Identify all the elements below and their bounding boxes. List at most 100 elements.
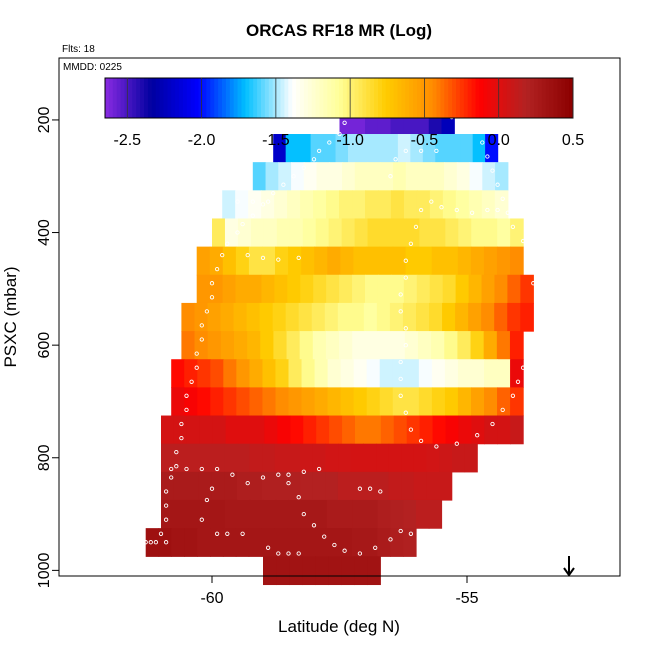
heatmap-cell: [428, 499, 443, 529]
heatmap-cell: [301, 387, 316, 417]
colorbar-swatch: [202, 78, 207, 118]
track-point: [214, 466, 220, 472]
heatmap-cell: [363, 302, 378, 332]
track-point: [424, 545, 429, 550]
heatmap-cell: [199, 499, 213, 529]
heatmap-cell: [365, 190, 379, 220]
heatmap-cell: [404, 331, 419, 360]
heatmap-cell: [389, 302, 404, 332]
heatmap-cell: [416, 190, 431, 220]
down-arrow-icon: [563, 556, 575, 577]
track-point: [332, 542, 337, 548]
heatmap-cell: [339, 331, 353, 360]
heatmap-cell: [385, 134, 399, 163]
heatmap-cell: [413, 471, 428, 501]
heatmap-cell: [351, 528, 366, 557]
track-point: [235, 199, 240, 204]
heatmap-cell: [390, 274, 405, 304]
heatmap-cell: [173, 499, 188, 529]
track-point: [281, 182, 286, 187]
heatmap-cell: [416, 302, 430, 332]
colorbar-swatch: [120, 78, 125, 118]
heatmap-cell: [390, 190, 405, 220]
heatmap-cell: [233, 302, 248, 332]
heatmap-cell: [291, 162, 305, 191]
heatmap-cell: [312, 443, 327, 473]
heatmap-cell: [181, 331, 196, 360]
colorbar-swatch: [272, 78, 278, 118]
heatmap-cell: [429, 190, 444, 220]
heatmap-cell: [352, 499, 366, 529]
heatmap-cell: [326, 499, 341, 529]
heatmap-cell: [236, 359, 250, 388]
y-tick-label: 400: [36, 219, 53, 246]
heatmap-cell: [325, 471, 339, 501]
track-point: [342, 120, 347, 125]
heatmap-cell: [261, 190, 275, 220]
heatmap-cell: [510, 246, 524, 276]
heatmap-cell: [403, 190, 418, 220]
track-point: [245, 252, 250, 258]
track-point: [286, 472, 291, 477]
heatmap-cell: [327, 359, 342, 388]
track-point: [316, 466, 322, 472]
heatmap-cell: [510, 218, 524, 248]
track-point: [418, 537, 424, 542]
heatmap-cell: [375, 471, 390, 501]
colorbar-swatch: [163, 78, 168, 118]
colorbar-swatch: [288, 78, 293, 118]
heatmap-cell: [262, 387, 277, 417]
heatmap-cell: [468, 274, 483, 304]
colorbar-swatch: [132, 78, 137, 118]
colorbar-swatch: [420, 78, 426, 118]
heatmap-cell: [342, 415, 356, 445]
heatmap-cell: [303, 415, 317, 445]
heatmap-cell: [328, 556, 342, 586]
heatmap-cell: [186, 499, 200, 529]
heatmap-cell: [342, 162, 356, 191]
track-point: [194, 365, 199, 370]
colorbar-swatch: [253, 78, 258, 118]
heatmap-cell: [365, 274, 379, 304]
track-point: [291, 174, 296, 179]
x-axis-label: Latitude (deg N): [278, 617, 400, 636]
heatmap-cell: [171, 528, 185, 557]
heatmap-cell: [249, 387, 264, 417]
heatmap-cell: [300, 528, 314, 557]
track-point: [194, 351, 199, 356]
colorbar-swatch: [487, 78, 492, 118]
track-point: [199, 517, 204, 522]
colorbar-swatch: [549, 78, 554, 118]
y-tick-label: 800: [36, 444, 53, 471]
colorbar-swatch: [495, 78, 500, 118]
track-point: [342, 548, 347, 553]
track-point: [163, 540, 169, 545]
track-point: [531, 337, 536, 342]
heatmap-cell: [418, 246, 433, 276]
heatmap-cell: [222, 190, 236, 220]
track-point: [485, 154, 490, 159]
colorbar-swatch: [194, 78, 200, 118]
colorbar-swatch: [136, 78, 141, 118]
heatmap-cell: [341, 556, 355, 586]
heatmap-cell: [275, 499, 290, 529]
colorbar-swatch: [530, 78, 535, 118]
heatmap-cell: [392, 359, 407, 388]
heatmap-cell: [260, 331, 274, 360]
track-point: [153, 540, 159, 545]
heatmap-cell: [379, 359, 394, 388]
track-point: [240, 531, 245, 536]
heatmap-cell: [210, 528, 224, 557]
colorbar-swatch: [541, 78, 547, 118]
heatmap-cell: [197, 387, 211, 417]
colorbar-swatch: [222, 78, 227, 118]
heatmap-cell: [390, 499, 404, 529]
colorbar-swatch: [557, 78, 562, 118]
colorbar-swatch: [561, 78, 566, 118]
heatmap-cell: [406, 218, 420, 248]
heatmap-cell: [418, 359, 433, 388]
track-point: [398, 528, 403, 534]
heatmap-cell: [426, 471, 440, 501]
track-point: [158, 531, 164, 536]
heatmap-cell: [494, 274, 509, 304]
